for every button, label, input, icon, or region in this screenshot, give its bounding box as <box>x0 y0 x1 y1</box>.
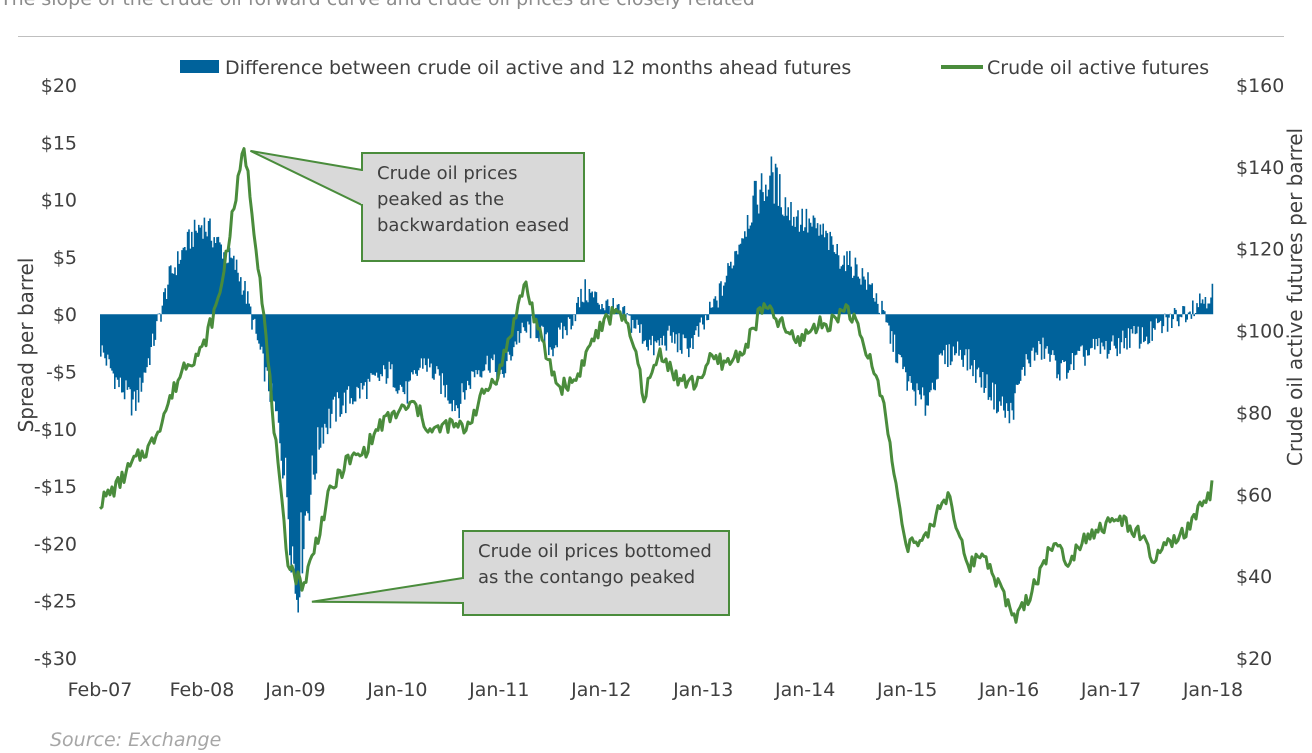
annotation-joint <box>361 171 364 204</box>
y-right-tick-label: $80 <box>1236 402 1272 424</box>
annotation-text: backwardation eased <box>377 215 569 236</box>
y-left-tick-label: -$20 <box>34 533 77 555</box>
axes-group: $20 $15 $10 $5 $0 -$5 -$10 -$15 -$20 -$25 -$30 $160… <box>14 75 1307 701</box>
x-tick-label: Feb-08 <box>170 679 235 701</box>
spread-area-group <box>99 156 1214 613</box>
x-tick-label: Jan-12 <box>570 679 631 701</box>
x-tick-label: Jan-17 <box>1080 679 1141 701</box>
source-note: Source: Exchange <box>50 729 222 751</box>
annotation-callout: Crude oil prices peaked as the backwardati… <box>249 149 585 262</box>
title-divider <box>18 36 1284 37</box>
y-right-tick-label: $60 <box>1236 484 1272 506</box>
annotation-text: Crude oil prices <box>377 163 518 184</box>
annotation-text: peaked as the <box>377 189 504 210</box>
legend-swatch-spread <box>180 60 219 73</box>
price-line-group <box>99 146 1214 624</box>
x-tick-label: Jan-18 <box>1182 679 1243 701</box>
spread-area <box>100 156 1214 613</box>
y-left-tick-label: $0 <box>53 304 77 326</box>
y-left-tick-label: $10 <box>41 190 77 212</box>
annotation-joint <box>462 579 465 602</box>
y-left-tick-label: -$25 <box>34 591 77 613</box>
y-left-tick-label: $5 <box>53 247 77 269</box>
x-tick-label: Jan-09 <box>264 679 325 701</box>
x-tick-label: Feb-07 <box>68 679 133 701</box>
legend-label-price: Crude oil active futures <box>987 57 1209 79</box>
legend: Difference between crude oil active and … <box>180 57 1209 79</box>
y-right-tick-label: $160 <box>1236 75 1284 97</box>
y-right-tick-label: $120 <box>1236 239 1284 261</box>
y-right-tick-label: $20 <box>1236 648 1272 670</box>
y-left-tick-label: -$5 <box>46 362 77 384</box>
y-left-axis-label: Spread per barrel <box>14 258 38 433</box>
y-left-tick-label: -$30 <box>34 648 77 670</box>
y-right-tick-label: $140 <box>1236 157 1284 179</box>
price-line <box>99 147 1214 624</box>
y-right-tick-label: $40 <box>1236 566 1272 588</box>
x-tick-label: Jan-10 <box>366 679 427 701</box>
x-tick-label: Jan-11 <box>468 679 529 701</box>
annotation-text: Crude oil prices bottomed <box>478 541 712 562</box>
y-left-tick-label: -$10 <box>34 419 77 441</box>
x-tick-label: Jan-13 <box>672 679 733 701</box>
annotation-pointer <box>249 149 363 207</box>
annotation-pointer <box>311 576 464 605</box>
annotations-group: Crude oil prices peaked as the backwardati… <box>249 149 730 616</box>
x-tick-label: Jan-15 <box>876 679 937 701</box>
annotation-callout: Crude oil prices bottomed as the contango… <box>311 530 730 616</box>
annotation-box <box>462 530 730 616</box>
chart-title: The slope of the crude oil forward curve… <box>0 0 755 10</box>
y-right-axis-label: Crude oil active futures per barrel <box>1283 128 1307 466</box>
y-right-tick-label: $100 <box>1236 321 1284 343</box>
annotation-text: as the contango peaked <box>478 567 695 588</box>
y-left-tick-label: -$15 <box>34 476 77 498</box>
y-left-tick-label: $15 <box>41 132 77 154</box>
x-tick-label: Jan-14 <box>774 679 835 701</box>
x-tick-label: Jan-16 <box>978 679 1039 701</box>
y-left-tick-label: $20 <box>41 75 77 97</box>
annotation-box <box>361 152 585 262</box>
legend-label-spread: Difference between crude oil active and … <box>225 57 851 79</box>
